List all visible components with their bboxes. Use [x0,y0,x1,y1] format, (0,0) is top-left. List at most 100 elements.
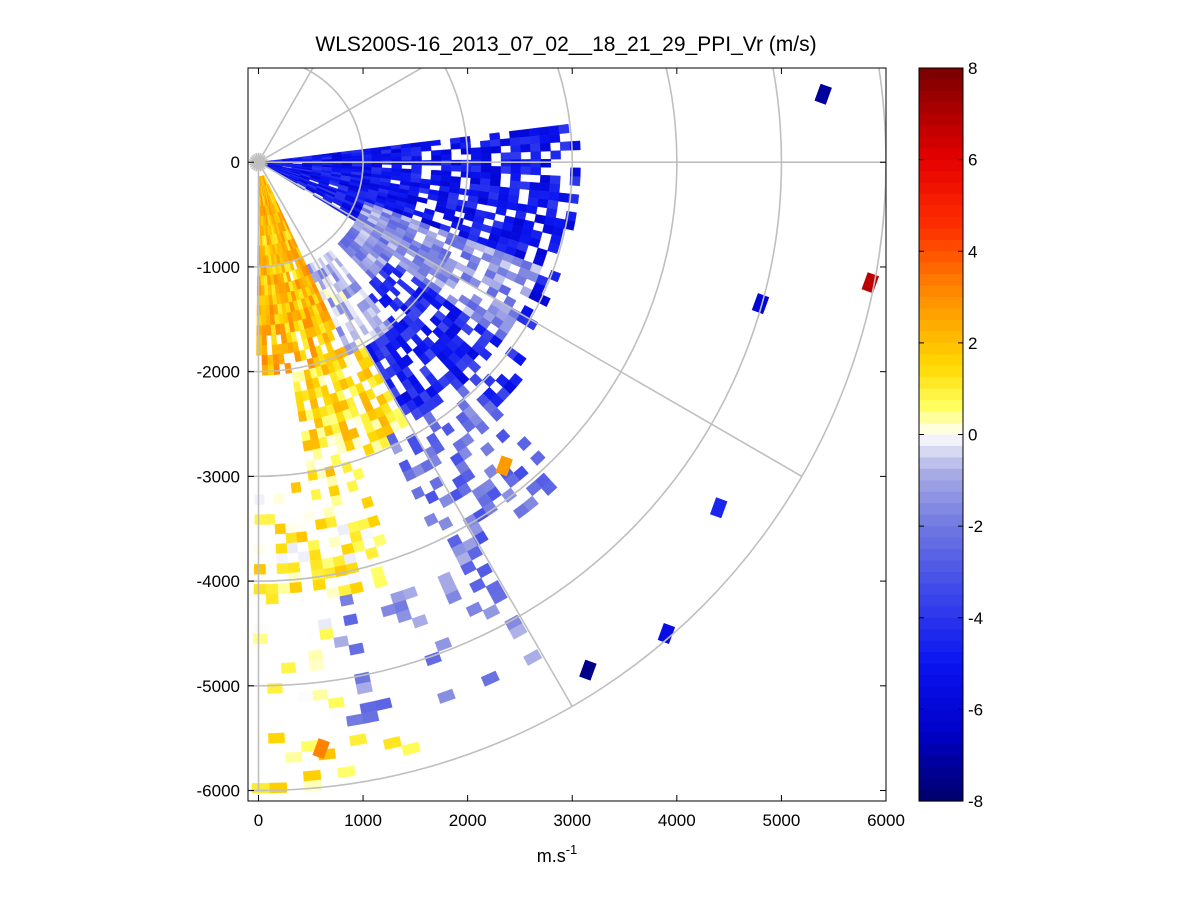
range-gate-cell [371,153,383,159]
range-gate-cell [264,513,276,525]
range-gate-cell [437,688,456,704]
x-axis-label: m.s-1 [537,842,578,866]
x-tick-label: 6000 [867,811,905,830]
isolated-cell [814,83,832,105]
range-gate-cell [391,152,402,158]
range-gate-cell [490,145,502,154]
range-gate-cell [450,142,462,150]
isolated-cell [495,455,513,477]
range-gate-cell [519,181,531,191]
range-gate-cell [259,255,264,267]
x-axis-label-superscript: -1 [566,842,578,857]
range-gate-cell [308,549,322,562]
range-gate-cell [273,493,284,505]
range-gate-cell [440,170,452,177]
range-gate-cell [478,347,493,362]
range-gate-cell [470,165,482,173]
range-gate-cell [265,324,272,336]
range-gate-cell [438,516,454,531]
colorbar-segment [919,136,963,149]
range-gate-cell [500,166,512,174]
range-gate-cell [324,516,338,529]
colorbar-segment [919,755,963,768]
range-gate-cell [479,178,491,187]
range-gate-cell [336,765,356,779]
range-gate-cell [310,488,322,501]
colorbar-segment [919,434,963,447]
range-gate-cell [489,179,501,188]
range-gate-cell [470,171,482,179]
range-gate-cell [557,192,570,203]
range-gate-cell [280,662,297,674]
range-gate-cell [468,276,482,289]
range-gate-cell [469,177,481,186]
range-gate-cell [333,564,348,578]
range-gate-cell [263,285,269,296]
x-tick-label: 2000 [449,811,487,830]
range-gate-cell [322,567,337,580]
range-gate-cell [401,741,421,756]
range-gate-cell [500,152,512,160]
colorbar-segment [919,102,963,115]
range-gate-cell [510,144,522,153]
range-gate-cell [411,155,422,161]
range-gate-cell [518,128,530,138]
colorbar-segment [919,377,963,390]
isolated-cell [751,293,770,315]
colorbar-segment [919,468,963,481]
x-tick-label: 5000 [762,811,800,830]
range-gate-cell [550,150,561,160]
range-gate-cell [351,158,363,162]
range-gate-cell [460,165,472,173]
range-gate-cell [289,581,303,594]
range-gate-cell [402,468,417,482]
range-gate-cell [325,586,340,599]
range-gate-cell [308,659,325,672]
x-axis: 0 1000 2000 3000 4000 5000 6000 [254,68,905,830]
range-gate-cell [530,159,541,168]
colorbar-segment [919,79,963,92]
colorbar-segment [919,480,963,493]
colorbar-segment [919,113,963,126]
range-gate-cell [302,769,322,782]
range-gate-cell [341,158,353,162]
range-gate-cell [273,364,281,376]
colorbar-segment [919,205,963,218]
colorbar-segment [919,732,963,745]
range-gate-cell [430,139,441,147]
range-gate-cell [420,145,432,152]
range-gate-cell [297,690,314,703]
range-gate-cell [288,571,302,584]
range-gate-cell [530,166,542,176]
range-gate-cell [431,154,442,161]
range-gate-cell [482,604,501,620]
range-gate-cell [520,143,531,153]
range-gate-cell [260,285,265,296]
colorbar-segment [919,319,963,333]
range-gate-cell [410,407,424,421]
range-gate-cell [512,352,527,367]
range-gate-cell [254,514,266,525]
colorbar-segment [919,491,963,504]
colorbar-segment [919,778,963,791]
range-gate-cell [528,127,540,137]
origin-spoke [258,161,268,166]
colorbar-segment [919,239,963,252]
range-gate-cell [468,372,483,387]
colorbar-segment [919,652,963,665]
range-gate-cell [401,151,412,157]
range-gate-cell [336,523,350,537]
colorbar-segment [919,365,963,378]
range-gate-cell [311,688,329,702]
range-gate-cell [287,562,301,574]
range-gate-cell [314,518,328,531]
colorbar-segment [919,388,963,401]
range-gate-cell [510,173,521,182]
range-gate-cell [272,354,280,366]
range-gate-cell [270,334,278,346]
range-gate-cell [411,614,429,629]
colorbar-segment [919,571,963,584]
range-gate-cell [445,589,463,605]
range-gate-cell [275,543,288,555]
range-gate-cell [295,531,308,543]
